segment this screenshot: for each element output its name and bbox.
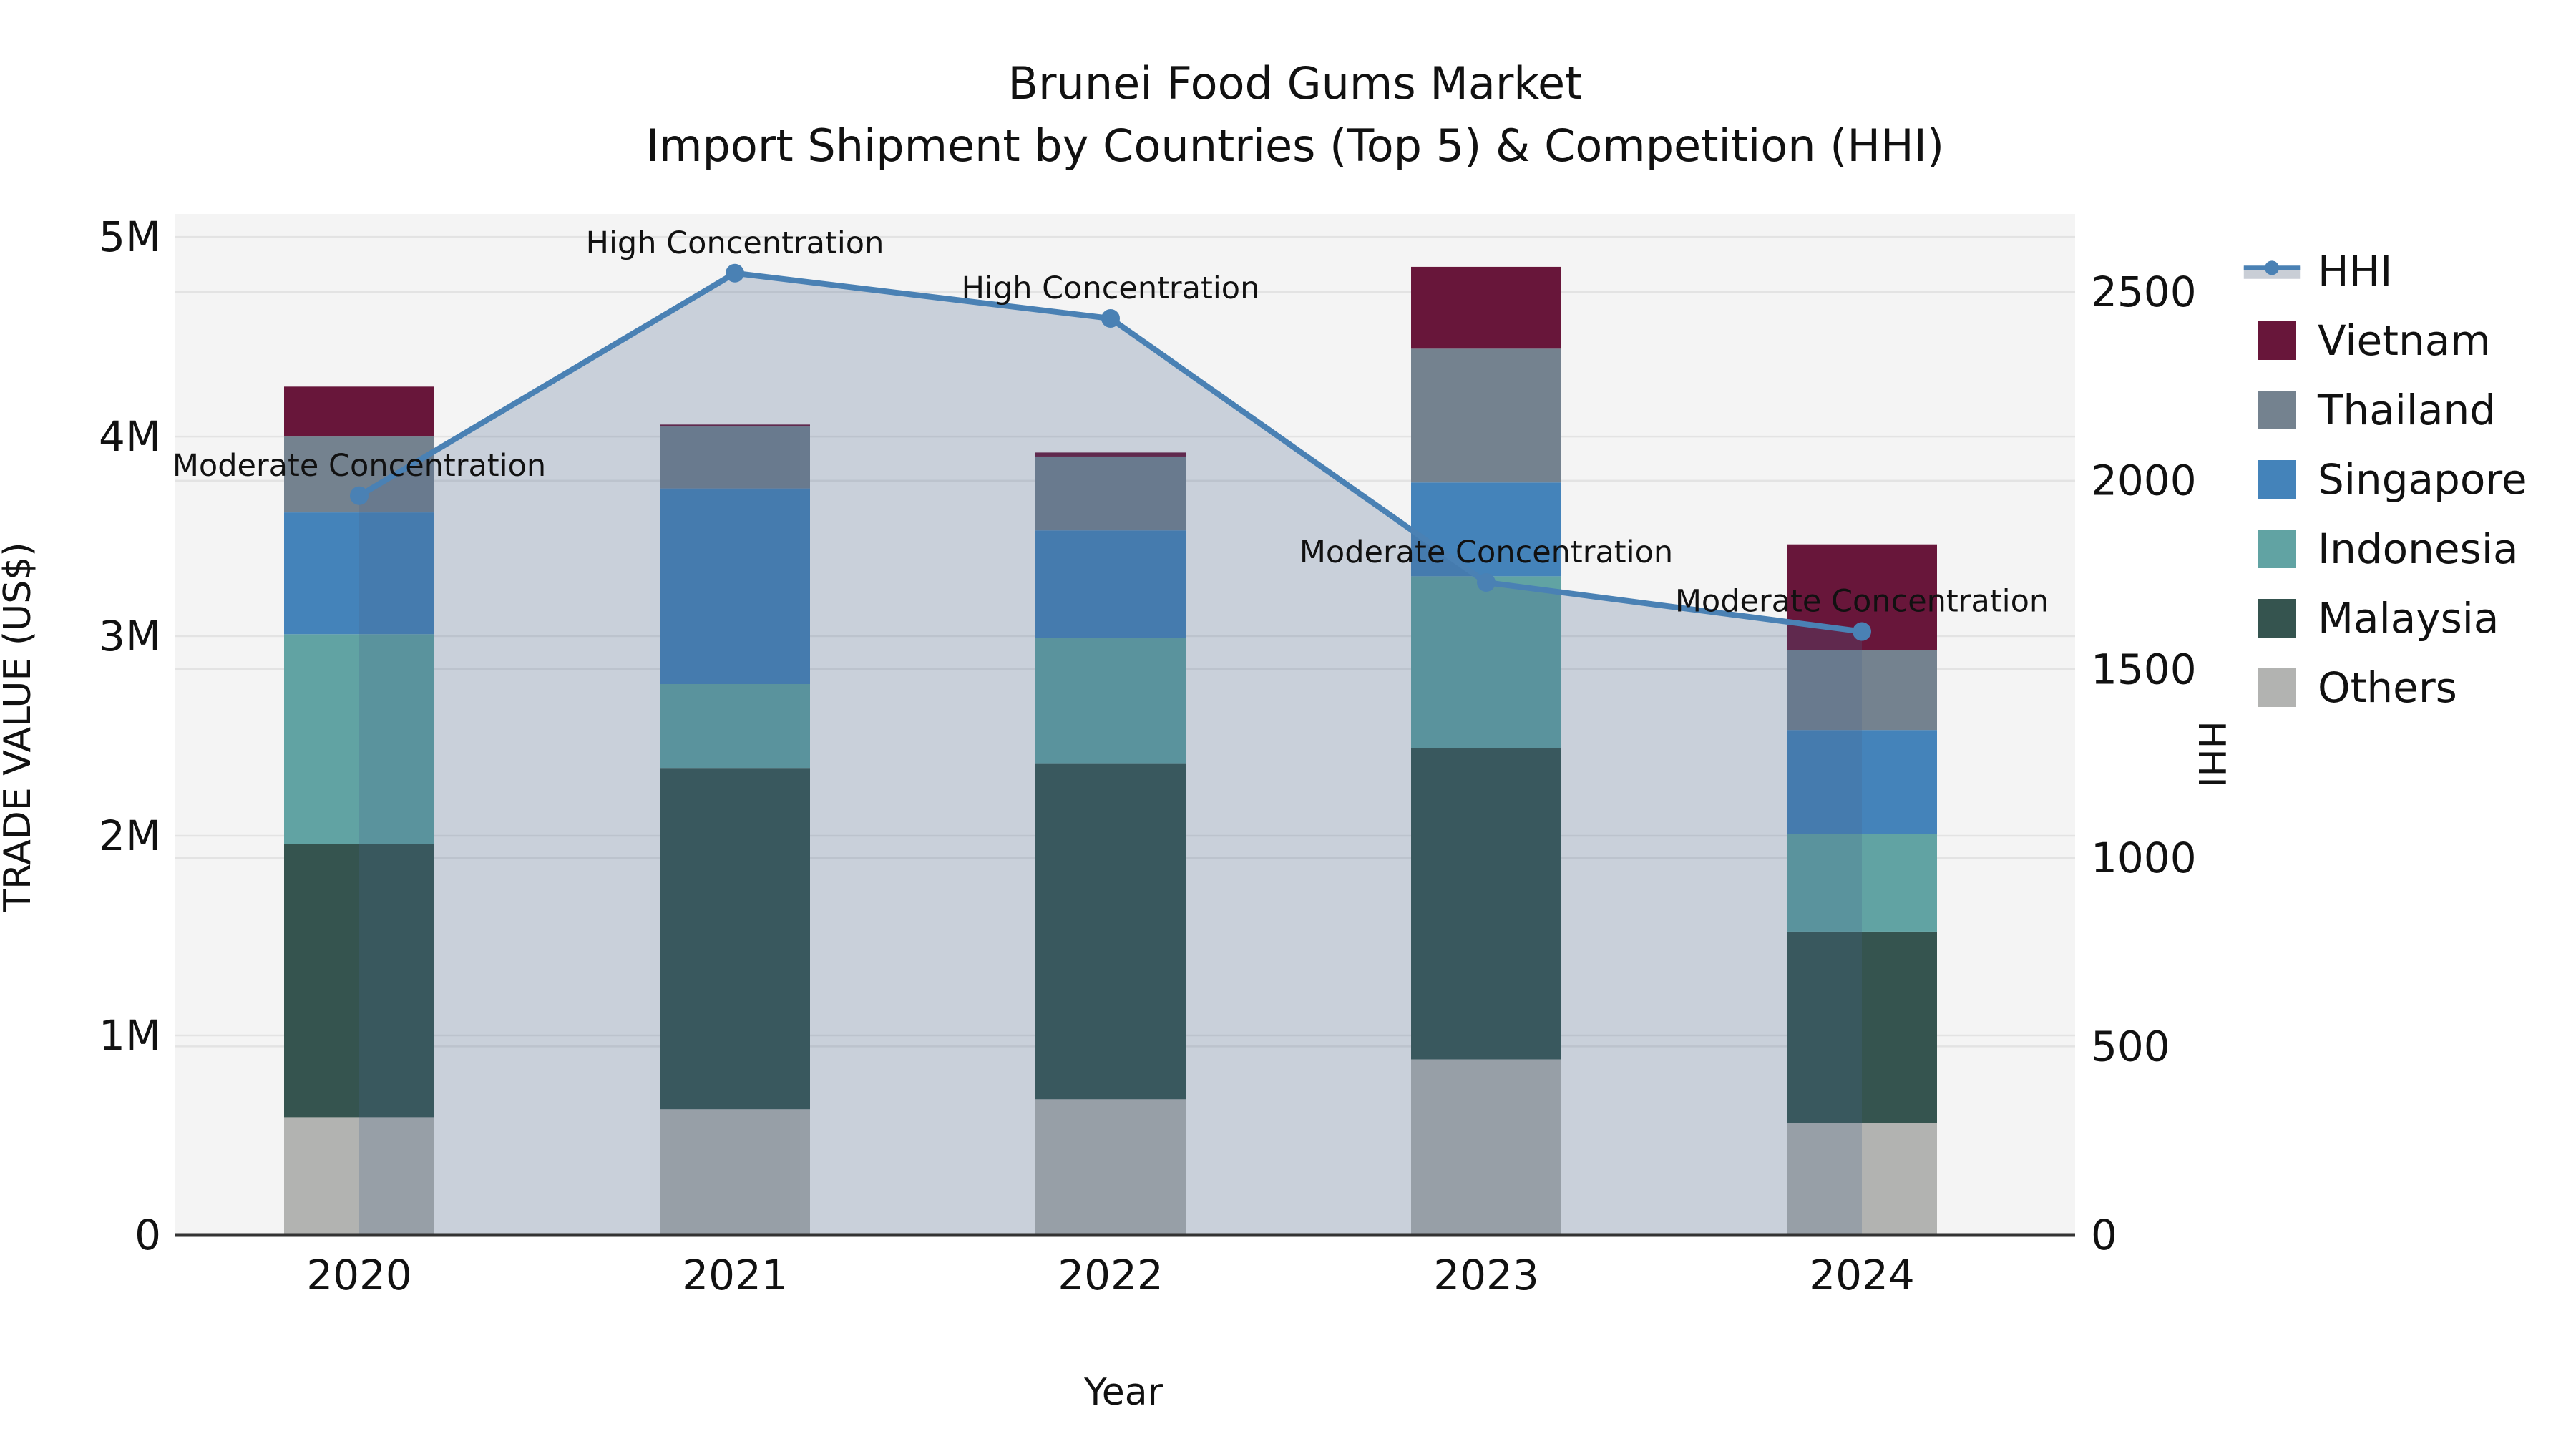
bar-segment-indonesia-2024 — [1787, 834, 1937, 932]
bar-segment-malaysia-2024 — [1787, 931, 1937, 1123]
annotation-2020: Moderate Concentration — [172, 448, 546, 484]
legend-item-singapore: Singapore — [2258, 444, 2527, 514]
bar-segment-others-2021 — [660, 1109, 810, 1235]
x-tick-label-2021: 2021 — [682, 1251, 788, 1299]
bar-segment-thailand-2024 — [1787, 650, 1937, 731]
y-left-tick-label-1M: 1M — [99, 1011, 161, 1060]
bar-segment-others-2022 — [1035, 1099, 1186, 1235]
bar-segment-indonesia-2022 — [1035, 638, 1186, 764]
legend-item-hhi: HHI — [2243, 236, 2527, 306]
x-tick-label-2022: 2022 — [1058, 1251, 1163, 1299]
bar-segment-singapore-2023 — [1411, 482, 1561, 577]
bar-segment-thailand-2022 — [1035, 456, 1186, 531]
others-legend-swatch — [2258, 668, 2296, 707]
hhi-point-2022 — [1101, 309, 1120, 328]
x-tick-label-2024: 2024 — [1809, 1251, 1915, 1299]
bar-segment-singapore-2021 — [660, 488, 810, 685]
legend-label-singapore: Singapore — [2318, 454, 2527, 504]
annotation-2023: Moderate Concentration — [1299, 535, 1673, 570]
legend-item-thailand: Thailand — [2258, 375, 2527, 444]
y-left-tick-label-2M: 2M — [99, 811, 161, 860]
singapore-legend-swatch — [2258, 459, 2296, 499]
legend-item-vietnam: Vietnam — [2258, 306, 2527, 375]
bar-segment-malaysia-2021 — [660, 768, 810, 1110]
x-axis-title: Year — [1083, 1371, 1163, 1414]
bar-segment-indonesia-2021 — [660, 684, 810, 769]
malaysia-legend-swatch — [2258, 598, 2296, 638]
bar-segment-others-2023 — [1411, 1059, 1561, 1235]
bar-segment-thailand-2021 — [660, 426, 810, 489]
chart-title: Brunei Food Gums Market Import Shipment … — [0, 62, 2576, 168]
bar-segment-indonesia-2020 — [284, 634, 434, 844]
bar-segment-others-2020 — [284, 1117, 434, 1235]
bar-segment-vietnam-2022 — [1035, 452, 1186, 457]
y-right-tick-label-2000: 2000 — [2091, 457, 2197, 505]
vietnam-legend-swatch — [2258, 321, 2296, 360]
y-right-tick-label-1500: 1500 — [2091, 645, 2197, 693]
legend: HHI Vietnam Thailand Singapore Indonesia Mala… — [2243, 236, 2527, 722]
bar-segment-indonesia-2023 — [1411, 576, 1561, 748]
bar-segment-singapore-2020 — [284, 512, 434, 635]
hhi-legend-line-sample — [2243, 260, 2301, 279]
legend-item-malaysia: Malaysia — [2258, 583, 2527, 653]
annotation-2021: High Concentration — [586, 225, 884, 261]
annotation-2022: High Concentration — [962, 270, 1260, 306]
legend-label-hhi: HHI — [2318, 246, 2393, 296]
y-right-tick-label-500: 500 — [2091, 1022, 2170, 1070]
legend-label-vietnam: Vietnam — [2318, 316, 2491, 365]
x-tick-label-2023: 2023 — [1433, 1251, 1539, 1299]
y-left-tick-label-0: 0 — [135, 1211, 161, 1259]
bar-segment-malaysia-2023 — [1411, 748, 1561, 1060]
legend-label-malaysia: Malaysia — [2318, 593, 2499, 643]
thailand-legend-swatch — [2258, 390, 2296, 429]
bar-segment-thailand-2023 — [1411, 348, 1561, 483]
hhi-point-2024 — [1853, 622, 1871, 641]
y-right-tick-label-2500: 2500 — [2091, 268, 2197, 316]
y-right-tick-label-1000: 1000 — [2091, 834, 2197, 882]
hhi-area — [359, 273, 1862, 1236]
legend-label-thailand: Thailand — [2318, 385, 2497, 434]
bar-segment-others-2024 — [1787, 1123, 1937, 1235]
bar-segment-singapore-2024 — [1787, 730, 1937, 834]
y-axis-title-left: TRADE VALUE (US$) — [0, 542, 39, 912]
page-title: Brunei Food Gums Market — [1008, 57, 1583, 109]
page-subtitle: Import Shipment by Countries (Top 5) & C… — [645, 119, 1945, 172]
legend-label-indonesia: Indonesia — [2318, 524, 2519, 573]
bar-segment-malaysia-2020 — [284, 844, 434, 1118]
y-right-tick-label-0: 0 — [2091, 1211, 2117, 1259]
legend-item-others: Others — [2258, 653, 2527, 722]
hhi-point-2023 — [1477, 573, 1496, 592]
bar-segment-vietnam-2023 — [1411, 266, 1561, 349]
y-left-tick-label-4M: 4M — [99, 412, 161, 461]
legend-label-others: Others — [2318, 663, 2457, 712]
annotation-2024: Moderate Concentration — [1675, 584, 2049, 620]
bar-segment-malaysia-2022 — [1035, 763, 1186, 1100]
bar-segment-vietnam-2020 — [284, 386, 434, 437]
bar-segment-singapore-2022 — [1035, 530, 1186, 638]
indonesia-legend-swatch — [2258, 529, 2296, 568]
hhi-point-2021 — [726, 263, 744, 283]
legend-item-indonesia: Indonesia — [2258, 514, 2527, 583]
hhi-point-2020 — [350, 486, 369, 505]
bar-segment-vietnam-2021 — [660, 424, 810, 427]
y-left-tick-label-3M: 3M — [99, 612, 161, 660]
y-left-tick-label-5M: 5M — [99, 213, 161, 261]
x-tick-label-2020: 2020 — [306, 1251, 412, 1299]
y-axis-title-right: HHI — [2190, 721, 2233, 788]
